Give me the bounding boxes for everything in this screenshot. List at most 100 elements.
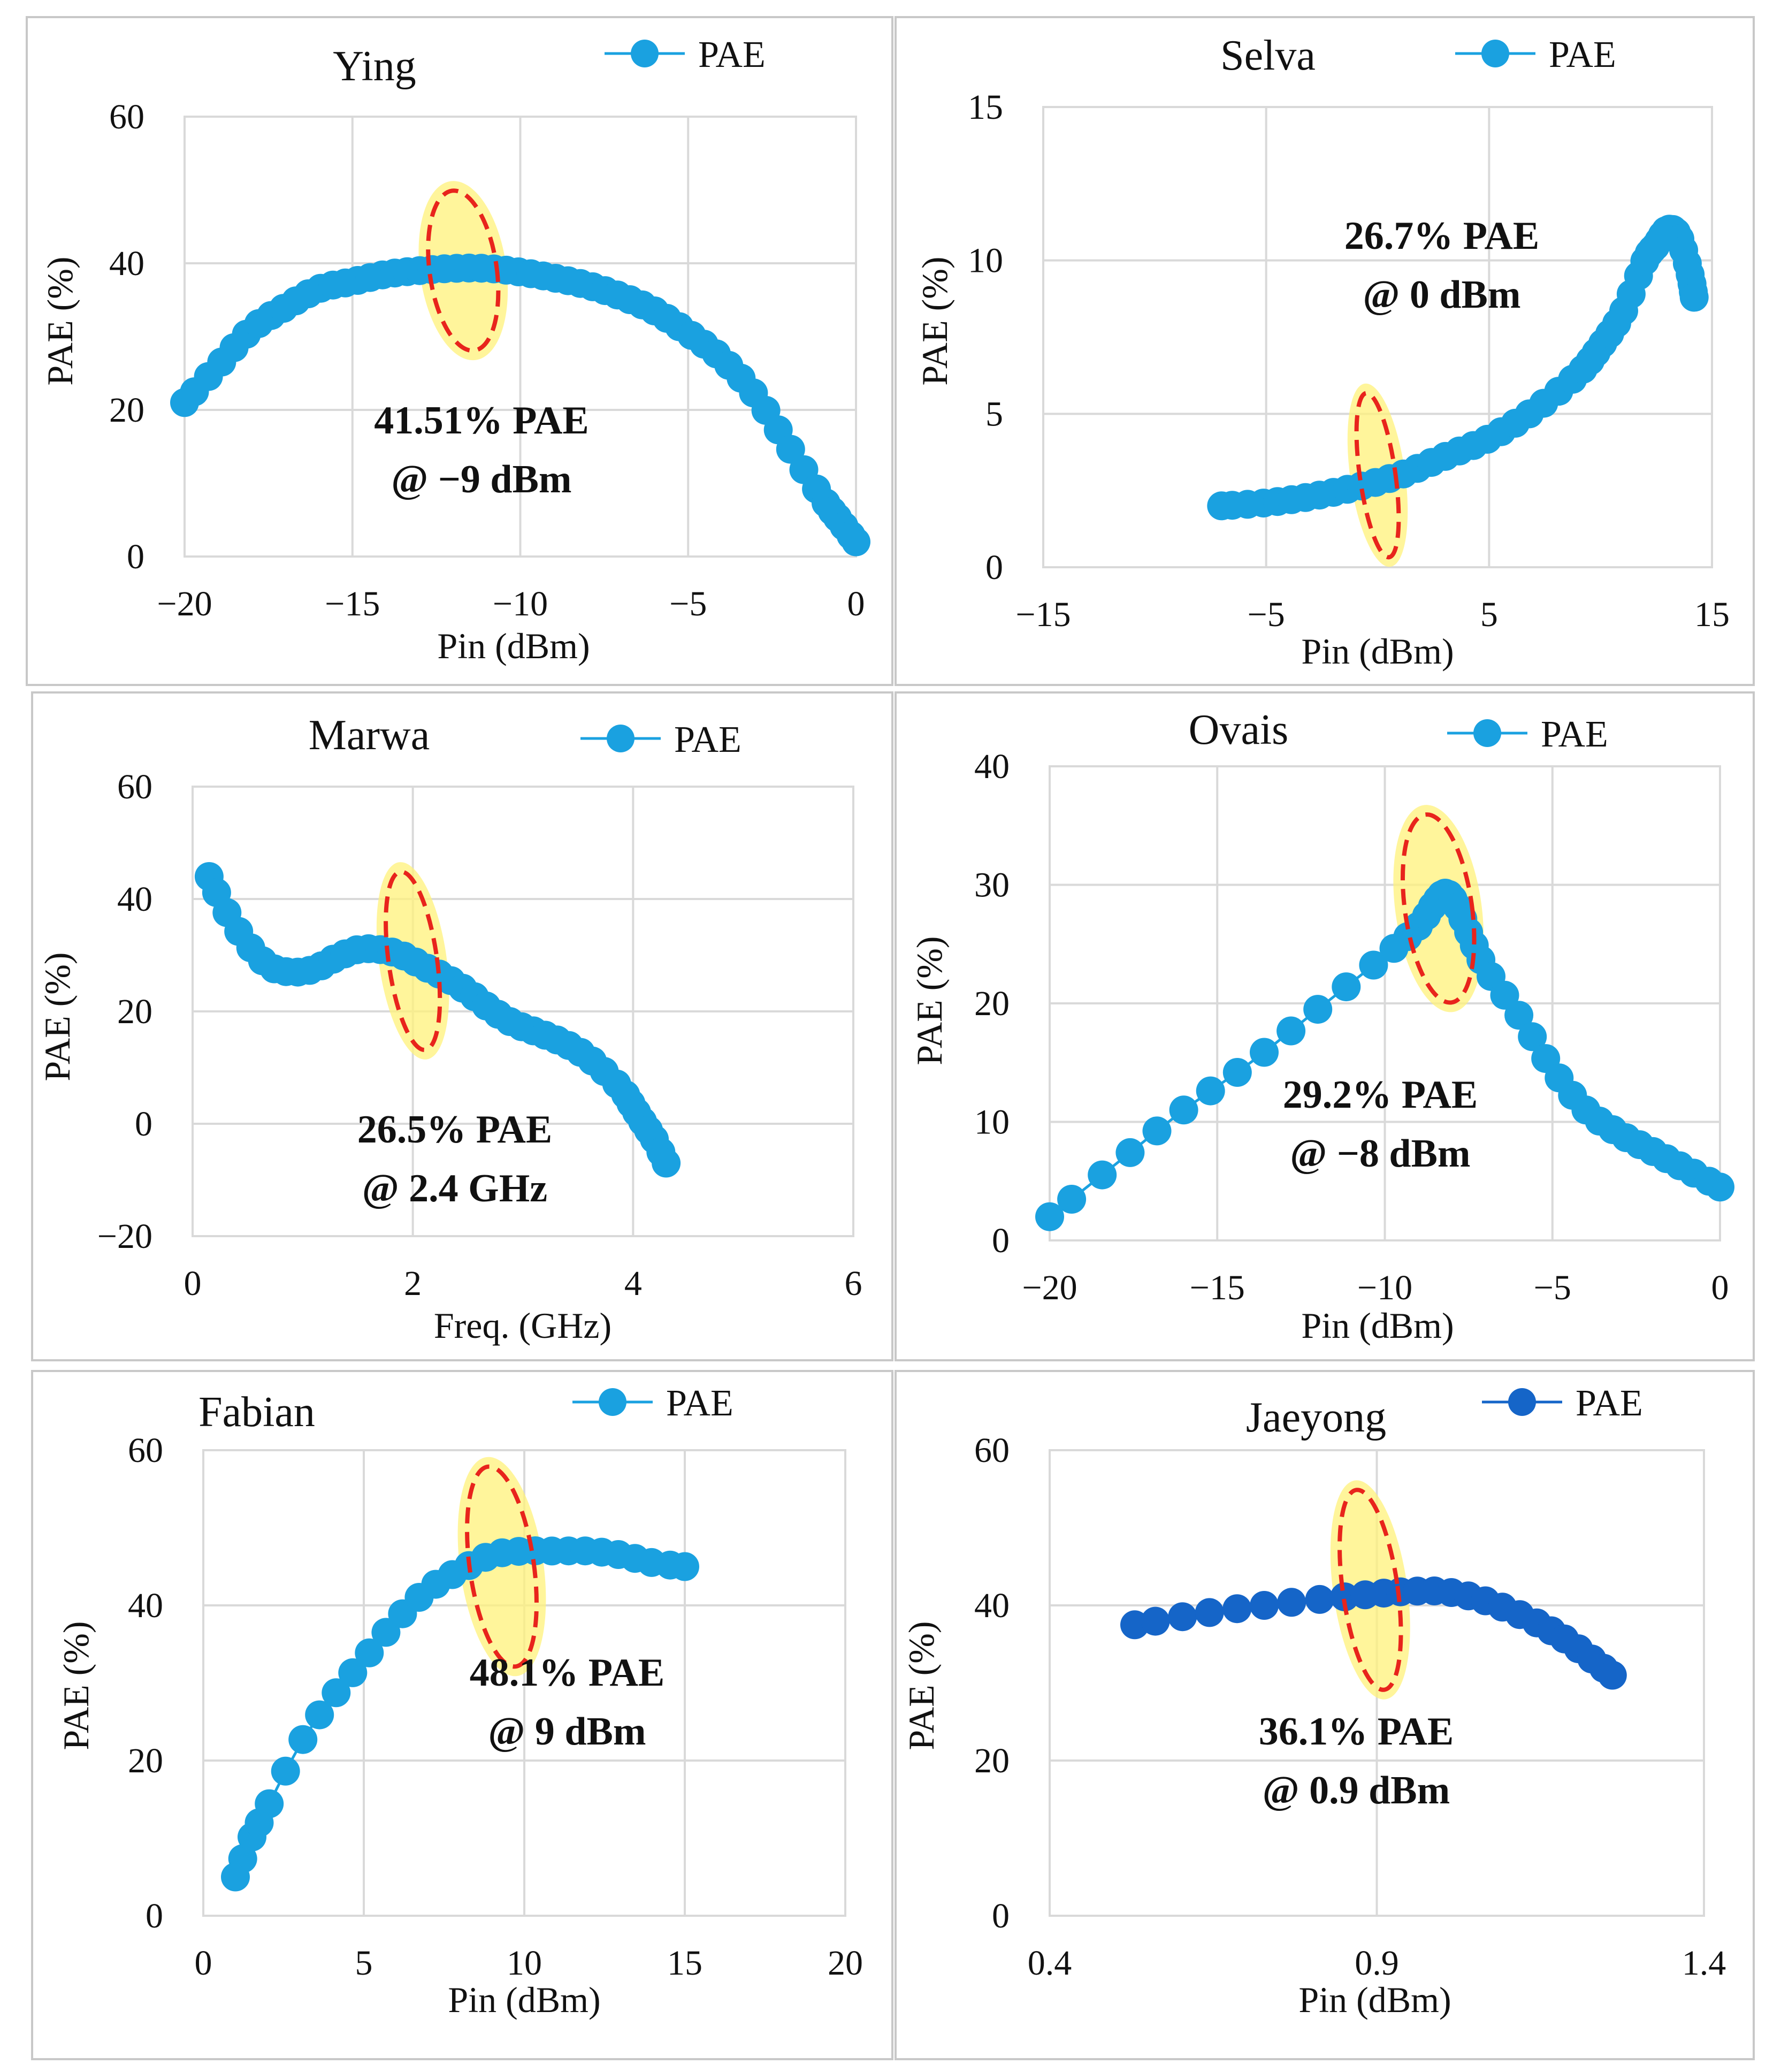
chart-ovais: −20 −15 −10 −5 0 0 10 20 30 40 Pin (dBm) PAE (%) Ova… — [909, 706, 1734, 1346]
data-point — [271, 1756, 300, 1786]
y-tick-label: 40 — [974, 1586, 1010, 1625]
y-tick-label: 20 — [109, 391, 144, 430]
data-point — [371, 1618, 401, 1647]
data-point — [355, 1638, 384, 1667]
data-point — [1168, 1602, 1197, 1632]
y-tick-label: 0 — [992, 1896, 1010, 1936]
x-axis-label: Freq. (GHz) — [434, 1305, 611, 1346]
data-point — [1276, 1016, 1306, 1046]
data-point — [1679, 283, 1709, 312]
data-point — [1359, 950, 1388, 980]
highlight-ellipse — [465, 1464, 539, 1669]
annotation-line: @ 0.9 dBm — [1263, 1769, 1450, 1812]
data-point — [1222, 1594, 1252, 1624]
data-point — [255, 1789, 284, 1818]
legend: PAE — [605, 34, 766, 75]
chart-title: Jaeyong — [1246, 1394, 1386, 1441]
data-point — [1222, 1058, 1252, 1087]
highlight-ellipse — [384, 870, 442, 1052]
y-tick-label: 60 — [117, 767, 152, 806]
x-tick-label: −15 — [1190, 1268, 1245, 1307]
y-tick-label: 60 — [128, 1431, 163, 1470]
data-point — [1504, 1001, 1534, 1030]
data-point — [842, 527, 870, 557]
y-axis-label: PAE (%) — [37, 952, 78, 1081]
data-point — [322, 1678, 351, 1708]
data-point — [1303, 995, 1333, 1024]
panel-frame-ying — [26, 16, 893, 686]
data-point — [1305, 1585, 1334, 1614]
legend-marker — [607, 725, 635, 752]
annotation-line: 36.1% PAE — [1259, 1710, 1454, 1754]
data-point — [1169, 1095, 1198, 1125]
annotation-line: @ −9 dBm — [391, 458, 571, 501]
data-point — [1518, 1022, 1547, 1052]
legend-marker — [599, 1388, 626, 1416]
x-tick-label: 1.4 — [1682, 1944, 1726, 1983]
chart-marwa: 0 2 4 6 −20 0 20 40 60 Freq. (GHz) PAE (%) Marwa PAE… — [37, 712, 862, 1346]
data-point — [1142, 1116, 1172, 1146]
y-tick-label: 10 — [968, 241, 1003, 280]
data-point — [338, 1658, 368, 1687]
data-point — [652, 1148, 681, 1178]
x-tick-label: 15 — [1694, 595, 1730, 634]
y-tick-label: 0 — [127, 537, 144, 576]
data-point — [670, 1552, 699, 1581]
chart-ying: −20 −15 −10 −5 0 0 20 40 60 Pin (dBm) PAE (%) Ying P… — [40, 34, 870, 666]
highlight-ellipse — [1400, 812, 1477, 1005]
y-tick-label: 60 — [974, 1431, 1010, 1470]
x-tick-label: 0 — [195, 1944, 212, 1983]
data-point — [1277, 1588, 1306, 1617]
data-point — [1332, 972, 1361, 1002]
panel-frame-selva — [895, 16, 1755, 686]
chart-title: Marwa — [309, 712, 430, 759]
x-tick-label: 10 — [507, 1944, 542, 1983]
x-axis-label: Pin (dBm) — [448, 1979, 600, 2020]
annotation-line: @ −8 dBm — [1290, 1132, 1470, 1176]
x-tick-label: 4 — [624, 1264, 642, 1303]
data-point — [1057, 1185, 1087, 1214]
panel-frame-marwa — [31, 691, 893, 1361]
data-point — [288, 1725, 318, 1754]
y-tick-label: 10 — [974, 1103, 1010, 1142]
x-tick-label: 15 — [667, 1944, 702, 1983]
y-tick-label: 20 — [974, 984, 1010, 1023]
x-tick-label: −5 — [669, 584, 707, 623]
x-tick-label: −15 — [325, 584, 380, 623]
x-tick-label: 6 — [845, 1264, 862, 1303]
x-axis-label: Pin (dBm) — [1301, 631, 1454, 672]
chart-title: Ovais — [1189, 706, 1289, 753]
x-tick-label: −20 — [1022, 1268, 1077, 1307]
panel-frame-ovais — [895, 691, 1755, 1361]
x-axis-label: Pin (dBm) — [437, 626, 590, 666]
data-point — [1196, 1076, 1225, 1106]
x-tick-label: 20 — [828, 1944, 863, 1983]
legend-label: PAE — [1541, 714, 1608, 755]
annotation-line: @ 0 dBm — [1363, 273, 1521, 317]
y-tick-label: 5 — [985, 394, 1003, 433]
legend-marker — [1508, 1388, 1536, 1416]
y-tick-label: 0 — [985, 548, 1003, 587]
legend-marker — [631, 40, 659, 67]
x-tick-label: 5 — [1480, 595, 1498, 634]
x-tick-label: −5 — [1534, 1268, 1571, 1307]
legend: PAE — [1482, 1383, 1643, 1424]
data-point — [1195, 1598, 1224, 1627]
x-tick-label: 2 — [404, 1264, 422, 1303]
chart-title: Selva — [1220, 32, 1316, 79]
data-point — [1250, 1038, 1279, 1067]
x-tick-label: −20 — [157, 584, 212, 623]
data-point — [305, 1700, 334, 1730]
legend-label: PAE — [1576, 1383, 1643, 1424]
chart-selva: −15 −5 5 15 0 5 10 15 Pin (dBm) PAE (%) Selva PAE 26… — [914, 32, 1730, 672]
data-point — [776, 435, 805, 464]
data-point — [1597, 1660, 1627, 1690]
chart-title: Fabian — [198, 1389, 315, 1436]
y-axis-label: PAE (%) — [901, 1621, 942, 1750]
highlight-ellipse — [426, 188, 501, 353]
x-tick-label: −10 — [1357, 1268, 1412, 1307]
x-tick-label: 5 — [355, 1944, 373, 1983]
y-tick-label: 40 — [974, 747, 1010, 786]
